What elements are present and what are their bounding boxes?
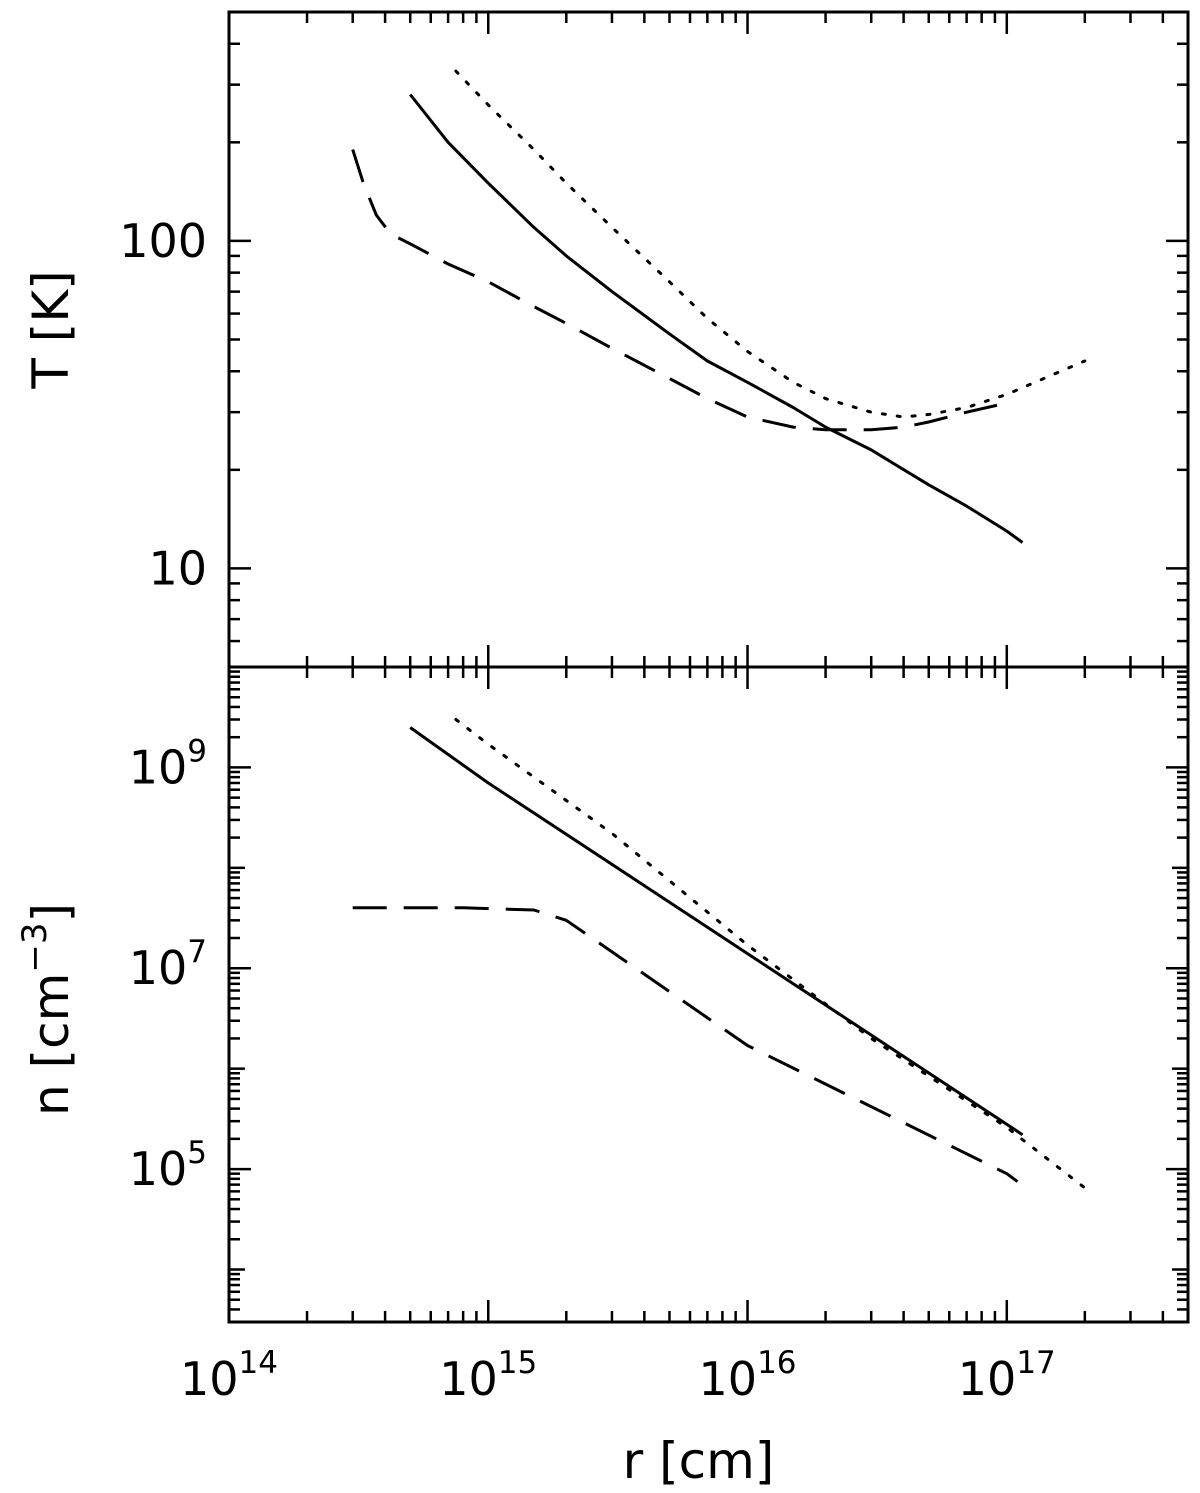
- y-tick-label: 10: [148, 541, 207, 595]
- x-tick-label: 1016: [699, 1345, 797, 1406]
- temperature-panel: 10 100 T [K]: [22, 10, 1190, 669]
- y-axis-label: T [K]: [22, 270, 80, 389]
- y-tick-label: 105: [129, 1135, 207, 1196]
- series-solid-line: [409, 726, 1024, 1136]
- density-panel: 105 107 109 1014 1015 1016 1017 n [cm−3] r [cm]: [15, 665, 1190, 1490]
- y-axis-label: n [cm−3]: [15, 903, 80, 1116]
- series-dashed-line: [351, 149, 1008, 432]
- series-dashed-line: [352, 906, 1019, 1183]
- series-solid-line: [409, 93, 1024, 544]
- plot-frame: [227, 10, 1190, 669]
- y-tick-label: 100: [119, 214, 207, 268]
- x-axis-label: r [cm]: [623, 1432, 775, 1490]
- plot-frame: [227, 665, 1190, 1324]
- x-tick-label: 1014: [180, 1345, 278, 1406]
- x-tick-label: 1017: [958, 1345, 1056, 1406]
- x-ticks: [227, 667, 1190, 1322]
- series-dotted-line: [454, 69, 1087, 419]
- x-tick-label: 1015: [439, 1345, 537, 1406]
- series-dotted-line: [454, 718, 1087, 1190]
- y-tick-label: 107: [129, 934, 207, 995]
- y-tick-label: 109: [129, 733, 207, 794]
- y-ticks: [229, 10, 1188, 669]
- y-ticks: [229, 665, 1188, 1324]
- x-ticks: [227, 12, 1190, 667]
